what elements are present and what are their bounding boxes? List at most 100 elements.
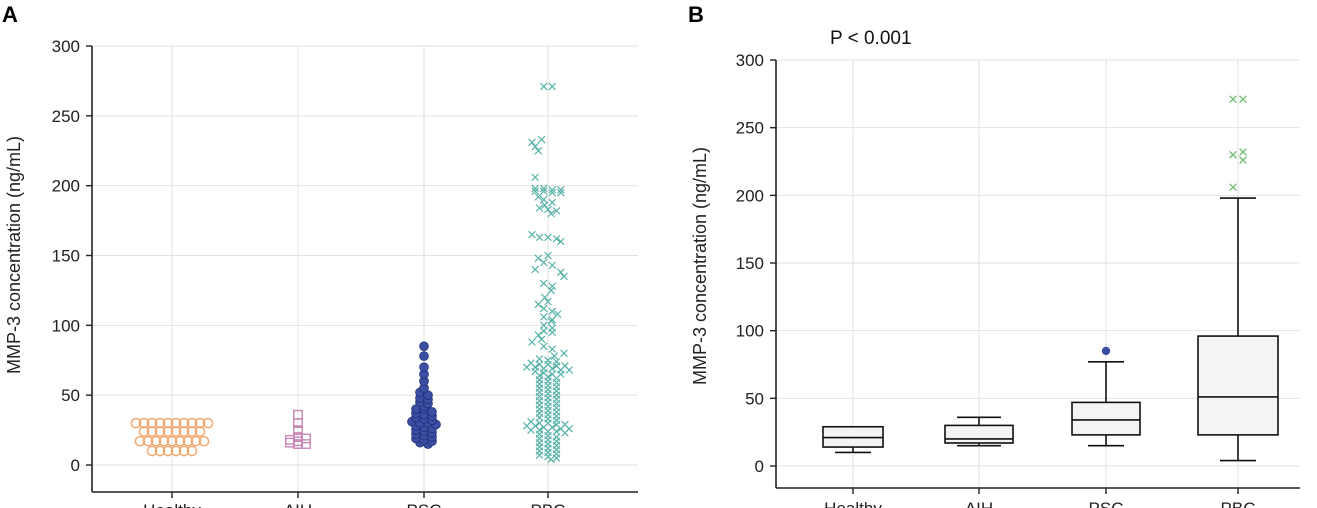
panel-a-y-tick-label: 0 <box>71 456 80 475</box>
pbc-point <box>544 356 552 365</box>
pbc-point <box>547 209 556 218</box>
healthy-point <box>186 417 198 429</box>
pbc-point <box>540 293 549 302</box>
panel-b-y-axis-title: MMP-3 concentration (ng/mL) <box>690 147 710 385</box>
box-iqr <box>1071 401 1141 436</box>
panel-a-x-tick-label: PSC <box>407 501 442 508</box>
panel-a-x-tick-label: PBC <box>531 501 566 508</box>
pbc-outlier <box>1229 183 1237 192</box>
panel-a-y-tick-label: 50 <box>61 386 80 405</box>
pbc-point <box>548 370 557 379</box>
psc-point <box>427 407 437 417</box>
healthy-point <box>138 417 150 429</box>
healthy-point <box>146 417 158 429</box>
pbc-point <box>539 82 548 91</box>
panel-b: B P < 0.001 0 50 100 150 200 250 300 Healthy AI… <box>688 2 1300 508</box>
pbc-point <box>544 233 552 242</box>
pbc-point <box>535 233 544 242</box>
panel-a-y-axis-title: MMP-3 concentration (ng/mL) <box>4 136 24 374</box>
healthy-point <box>146 426 158 437</box>
healthy-point <box>194 426 206 437</box>
pbc-point <box>534 146 543 155</box>
healthy-point <box>150 435 162 447</box>
pbc-point <box>534 300 543 309</box>
pbc-point <box>527 359 535 367</box>
pbc-point <box>535 204 544 212</box>
healthy-point <box>170 426 182 437</box>
panel-a-x-tick-label: Healthy <box>143 501 201 508</box>
pbc-point <box>539 195 548 204</box>
pbc-point <box>539 342 548 351</box>
pbc-point <box>552 206 561 215</box>
pbc-point <box>548 345 557 353</box>
healthy-point <box>158 435 170 447</box>
healthy-point <box>178 417 190 429</box>
healthy-point <box>154 426 166 437</box>
pbc-point <box>552 433 561 441</box>
pbc-point <box>548 307 557 316</box>
pbc-point <box>539 321 548 330</box>
pbc-point <box>550 352 559 360</box>
pbc-point <box>528 338 536 346</box>
panel-b-label: B <box>688 2 704 27</box>
pbc-outlier <box>1239 148 1247 156</box>
pbc-point <box>531 187 540 196</box>
pbc-point <box>556 188 565 197</box>
pbc-point <box>531 265 540 274</box>
pbc-point <box>535 360 544 369</box>
healthy-point <box>190 435 202 447</box>
healthy-point <box>178 426 190 437</box>
pbc-point <box>556 186 565 194</box>
pbc-point <box>556 268 565 277</box>
panel-b-x-tick-label: PBC <box>1221 499 1256 508</box>
pbc-point <box>548 261 557 270</box>
pbc-point <box>544 251 552 260</box>
pbc-point <box>539 187 548 196</box>
pbc-point <box>534 331 543 339</box>
healthy-point <box>154 445 166 457</box>
p-value-annotation: P < 0.001 <box>830 28 912 49</box>
pbc-outlier <box>1239 156 1247 165</box>
pbc-point <box>548 282 557 291</box>
panel-a-label: A <box>2 2 18 27</box>
box-iqr <box>1197 335 1279 436</box>
pbc-point <box>539 313 548 321</box>
healthy-point <box>134 435 146 447</box>
healthy-point <box>130 417 142 429</box>
aih-point <box>301 439 311 449</box>
healthy-point <box>162 426 174 437</box>
pbc-point <box>539 279 548 288</box>
panel-b-x-ticks: Healthy AIH PSC PBC <box>824 488 1255 508</box>
pbc-point <box>539 304 548 313</box>
healthy-point <box>202 417 214 429</box>
pbc-point <box>535 419 544 427</box>
panel-b-y-tick-label: 0 <box>755 457 764 476</box>
aih-point <box>293 425 303 435</box>
aih-point <box>285 434 295 445</box>
panel-b-y-tick-label: 300 <box>736 51 764 70</box>
healthy-point <box>146 445 158 457</box>
pbc-point <box>552 357 561 366</box>
panel-b-x-tick-label: Healthy <box>824 499 882 508</box>
pbc-point <box>528 230 536 239</box>
panel-a-y-ticks: 0 50 100 150 200 250 300 <box>52 37 92 475</box>
healthy-point <box>142 435 154 447</box>
healthy-point <box>162 417 174 429</box>
pbc-point <box>561 362 569 370</box>
panel-a-axes <box>91 46 638 493</box>
box-iqr <box>944 424 1014 444</box>
healthy-point <box>154 417 166 429</box>
panel-a-y-tick-label: 200 <box>52 177 80 196</box>
pbc-point <box>552 234 561 243</box>
panel-a-y-tick-label: 250 <box>52 107 80 126</box>
pbc-point <box>548 82 557 91</box>
pbc-point <box>531 142 540 151</box>
healthy-point <box>186 445 198 457</box>
healthy-point <box>170 445 182 457</box>
pbc-point <box>560 349 568 358</box>
pbc-point <box>548 188 557 197</box>
pbc-point <box>553 310 562 318</box>
healthy-point <box>138 426 150 437</box>
psc-point <box>419 341 429 352</box>
pbc-point <box>531 184 540 193</box>
